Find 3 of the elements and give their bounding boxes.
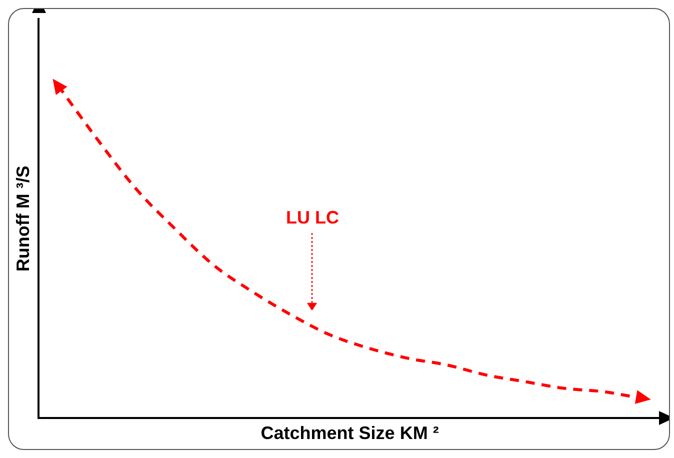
annotation: LU LC [286,208,339,228]
y-axis-title: Runoff M ³/S [12,166,33,272]
x-axis-title: Catchment Size KM ² [260,423,439,444]
